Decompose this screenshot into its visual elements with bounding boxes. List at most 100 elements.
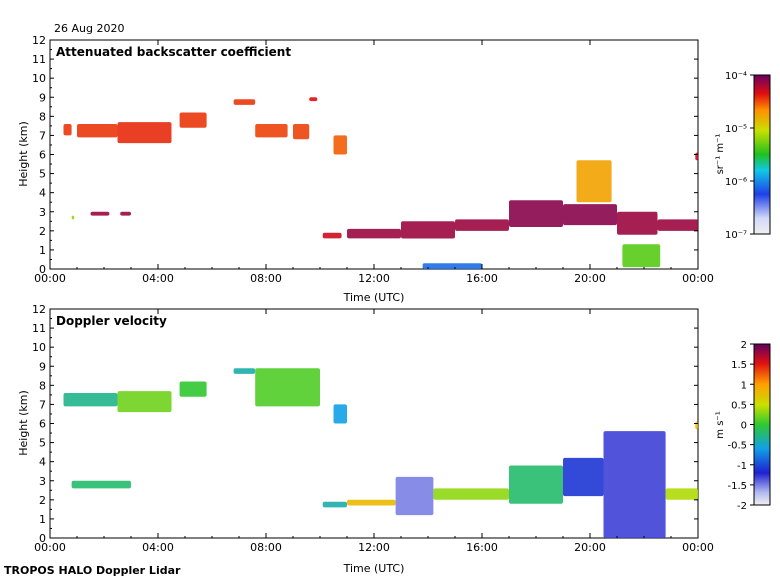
echo-patch-3 xyxy=(233,368,256,374)
y-tick-label: 1 xyxy=(39,513,46,526)
y-tick-label: 6 xyxy=(39,418,46,431)
echo-patch-8 xyxy=(347,499,396,506)
colorbar-tick-label: -2 xyxy=(737,501,747,512)
y-tick-label: 11 xyxy=(32,322,46,335)
echo-patch-12 xyxy=(563,457,604,497)
doppler-features xyxy=(63,368,698,538)
y-tick-label: 3 xyxy=(39,206,46,219)
echo-patch-3 xyxy=(179,112,207,128)
echo-patch-0 xyxy=(63,124,72,136)
y-tick-label: 12 xyxy=(32,34,46,47)
echo-patch-15 xyxy=(695,421,698,430)
echo-patch-13 xyxy=(603,431,666,538)
y-tick-label: 8 xyxy=(39,110,46,123)
echo-patch-16 xyxy=(509,200,563,227)
x-tick-label: 08:00 xyxy=(250,541,282,554)
echo-patch-14 xyxy=(401,221,455,239)
backscatter-features xyxy=(63,97,698,269)
colorbar-tick-label: -0.5 xyxy=(727,441,747,452)
echo-patch-12 xyxy=(322,232,342,239)
y-axis-label: Height (km) xyxy=(17,390,30,456)
colorbar-tick-label: 0 xyxy=(741,421,747,432)
echo-patch-1 xyxy=(77,124,118,138)
panel-title: Attenuated backscatter coefficient xyxy=(56,45,291,59)
echo-patch-4 xyxy=(255,368,320,407)
colorbar-ticks: 10⁻⁴ 10⁻⁵ 10⁻⁶ 10⁻⁷ xyxy=(725,71,754,241)
x-tick-label: 20:00 xyxy=(574,272,606,285)
colorbar-tick-label: 10⁻⁴ xyxy=(725,71,747,82)
colorbar-tick-label: 1.5 xyxy=(731,360,747,371)
x-tick-label: 00:00 xyxy=(682,541,714,554)
echo-patch-1 xyxy=(117,391,172,413)
echo-patch-19 xyxy=(657,219,698,231)
echo-patch-6 xyxy=(293,124,310,140)
colorbar-tick-label: 2 xyxy=(741,340,747,351)
y-axis-label: Height (km) xyxy=(17,121,30,187)
y-tick-label: 9 xyxy=(39,360,46,373)
y-tick-label: 7 xyxy=(39,398,46,411)
echo-patch-20 xyxy=(576,160,612,203)
x-tick-label: 16:00 xyxy=(466,541,498,554)
y-tick-label: 6 xyxy=(39,149,46,162)
echo-patch-6 xyxy=(71,480,131,489)
y-tick-label: 1 xyxy=(39,244,46,257)
y-tick-label: 7 xyxy=(39,129,46,142)
y-tick-label: 5 xyxy=(39,437,46,450)
echo-patch-7 xyxy=(322,501,347,508)
echo-patch-5 xyxy=(333,404,347,424)
echo-patch-14 xyxy=(665,488,698,500)
echo-patch-11 xyxy=(509,465,563,504)
echo-patch-5 xyxy=(255,124,288,138)
y-tick-label: 12 xyxy=(32,303,46,316)
colorbar-tick-label: 0.5 xyxy=(731,400,747,411)
y-tick-label: 4 xyxy=(39,456,46,469)
x-tick-label: 00:00 xyxy=(34,541,66,554)
y-tick-label: 10 xyxy=(32,72,46,85)
colorbar-tick-label: -1 xyxy=(737,461,747,472)
colorbar-tick-label: 1 xyxy=(741,380,747,391)
y-tick-label: 0 xyxy=(39,263,46,276)
echo-patch-0 xyxy=(63,393,118,407)
y-tick-label: 2 xyxy=(39,225,46,238)
echo-patch-4 xyxy=(233,99,256,105)
footer-label: TROPOS HALO Doppler Lidar xyxy=(4,564,181,577)
panel-title: Doppler velocity xyxy=(56,314,167,328)
x-tick-label: 20:00 xyxy=(574,541,606,554)
echo-patch-10 xyxy=(90,211,110,216)
y-tick-label: 0 xyxy=(39,532,46,545)
colorbar-tick-label: 10⁻⁷ xyxy=(725,230,747,241)
echo-patch-11 xyxy=(120,211,131,216)
y-tick-label: 9 xyxy=(39,91,46,104)
colorbar-ticks: 2 1.5 1 0.5 0 -0.5 -1 -1.5 -2 xyxy=(727,340,754,512)
colorbar-unit-label: m s⁻¹ xyxy=(715,411,726,438)
colorbar xyxy=(753,343,771,506)
x-tick-label: 04:00 xyxy=(142,541,174,554)
x-axis-label: Time (UTC) xyxy=(343,291,405,304)
y-tick-label: 10 xyxy=(32,341,46,354)
colorbar xyxy=(753,74,771,235)
x-tick-label: 12:00 xyxy=(358,272,390,285)
x-axis-label: Time (UTC) xyxy=(343,562,405,575)
y-tick-label: 8 xyxy=(39,379,46,392)
colorbar-tick-label: -1.5 xyxy=(727,481,747,492)
y-tick-label: 11 xyxy=(32,53,46,66)
echo-patch-7 xyxy=(309,97,318,102)
echo-patch-2 xyxy=(179,381,207,397)
echo-patch-17 xyxy=(563,204,617,226)
y-tick-label: 3 xyxy=(39,475,46,488)
echo-patch-23 xyxy=(695,152,698,161)
x-tick-label: 08:00 xyxy=(250,272,282,285)
echo-patch-22 xyxy=(422,263,482,269)
y-tick-label: 4 xyxy=(39,187,46,200)
echo-patch-18 xyxy=(617,211,658,235)
y-tick-label: 5 xyxy=(39,168,46,181)
echo-patch-21 xyxy=(622,244,661,268)
date-label: 26 Aug 2020 xyxy=(54,22,124,35)
echo-patch-9 xyxy=(395,476,434,516)
colorbar-unit-label: sr⁻¹ m⁻¹ xyxy=(715,134,726,175)
echo-patch-8 xyxy=(333,135,347,155)
colorbar-tick-label: 10⁻⁶ xyxy=(725,177,747,188)
